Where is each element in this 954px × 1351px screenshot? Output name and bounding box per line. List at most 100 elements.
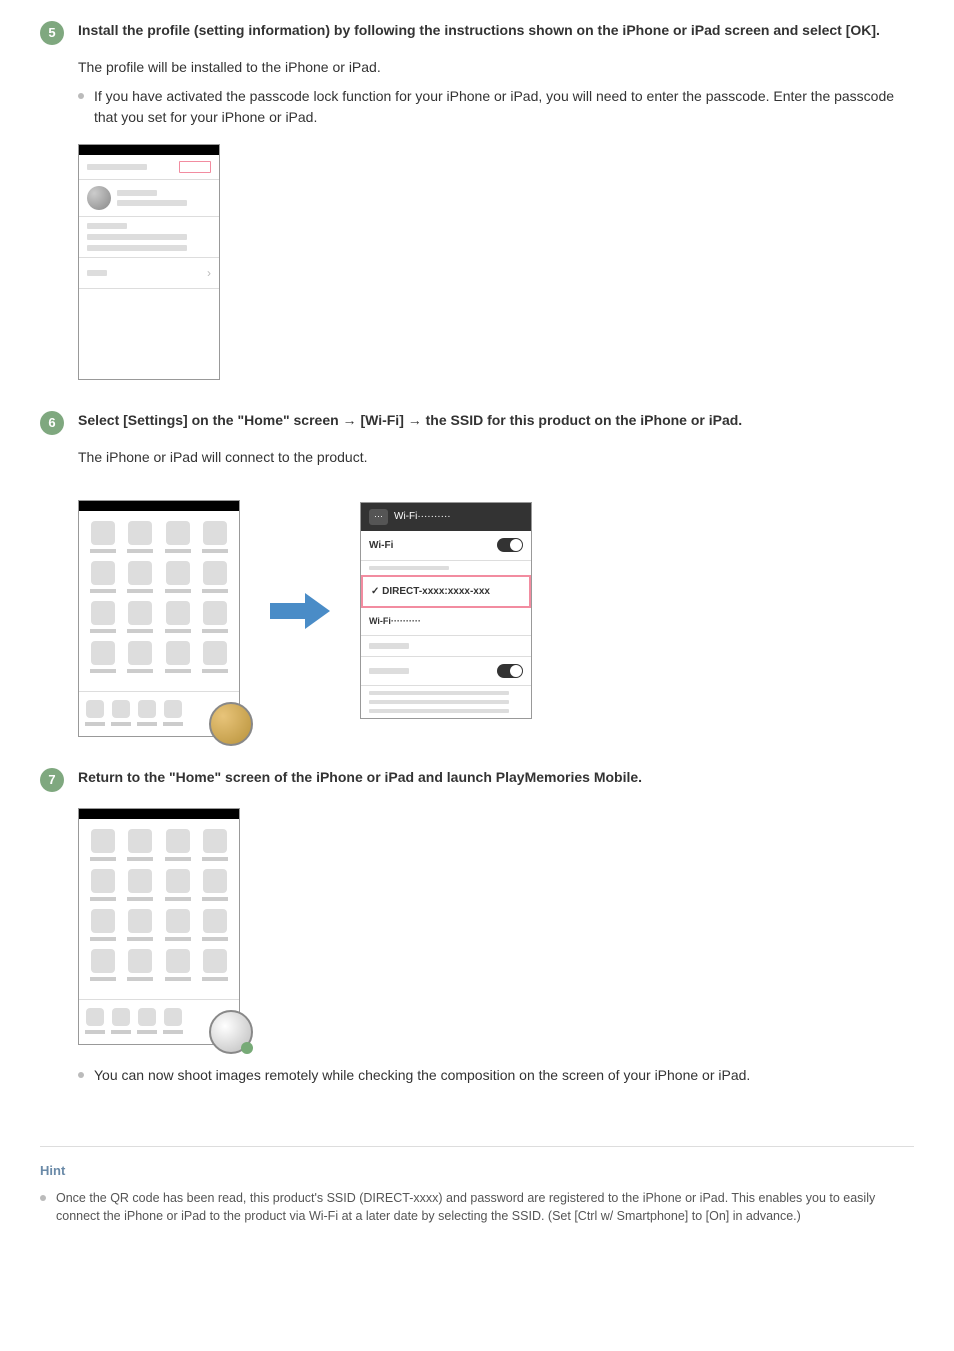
- step-7-bullet: You can now shoot images remotely while …: [78, 1065, 914, 1086]
- app-icon: [87, 949, 119, 981]
- placeholder-text: [87, 164, 147, 170]
- app-icon: [87, 561, 119, 593]
- phone-statusbar: [79, 501, 239, 511]
- mock-row: ›: [79, 258, 219, 289]
- step-5-header: 5 Install the profile (setting informati…: [40, 20, 914, 45]
- hint-title: Hint: [40, 1161, 914, 1181]
- app-icon: [87, 909, 119, 941]
- step-5-bullet-text: If you have activated the passcode lock …: [94, 86, 914, 128]
- profile-install-mockup: ›: [78, 144, 220, 380]
- home-screen-mockup: [78, 808, 240, 1045]
- step-number-badge: 5: [40, 21, 64, 45]
- chevron-right-icon: ›: [207, 264, 211, 282]
- app-grid: [79, 819, 239, 981]
- settings-icon-highlight: [209, 702, 253, 746]
- app-icon: [162, 949, 194, 981]
- app-icon: [200, 521, 232, 553]
- placeholder-text: [87, 270, 107, 276]
- app-icon: [200, 949, 232, 981]
- app-icon: [200, 601, 232, 633]
- app-grid: [79, 511, 239, 673]
- app-icon: [162, 869, 194, 901]
- mock-row: [361, 636, 531, 657]
- step-7-body: You can now shoot images remotely while …: [78, 808, 914, 1086]
- mock-empty: [79, 289, 219, 379]
- app-icon: [162, 909, 194, 941]
- toggle-icon: [497, 538, 523, 552]
- app-icon: [137, 700, 157, 726]
- app-icon: [200, 641, 232, 673]
- app-icon: [125, 909, 157, 941]
- wifi-label: Wi-Fi: [369, 538, 393, 553]
- placeholder-text: [117, 190, 157, 196]
- app-icon: [163, 700, 183, 726]
- app-icon: [125, 869, 157, 901]
- app-icon: [200, 869, 232, 901]
- app-icon: [162, 829, 194, 861]
- wifi-header-text: Wi-Fi··········: [394, 509, 451, 524]
- placeholder-text: [87, 245, 187, 251]
- bullet-dot: [78, 1072, 84, 1078]
- app-icon: [125, 521, 157, 553]
- step-5-bullet: If you have activated the passcode lock …: [78, 86, 914, 128]
- arrow-icon: [270, 591, 330, 631]
- step-7-title: Return to the "Home" screen of the iPhon…: [78, 767, 914, 788]
- app-icon: [87, 601, 119, 633]
- app-icon: [125, 949, 157, 981]
- badge-dot-icon: [241, 1042, 253, 1054]
- app-icon: [85, 700, 105, 726]
- back-icon: ···: [369, 509, 388, 525]
- app-icon: [200, 561, 232, 593]
- phone-statusbar: [79, 809, 239, 819]
- step-7-bullet-text: You can now shoot images remotely while …: [94, 1065, 750, 1086]
- step-6-flow: ··· Wi-Fi·········· Wi-Fi ✓ DIRECT-xxxx:…: [78, 484, 914, 737]
- app-icon: [87, 641, 119, 673]
- step-5-description: The profile will be installed to the iPh…: [78, 57, 914, 78]
- app-icon: [162, 521, 194, 553]
- mock-row: [79, 180, 219, 217]
- app-icon: [87, 521, 119, 553]
- mock-fine: [361, 686, 531, 718]
- ssid-text: ✓ DIRECT-xxxx:xxxx-xxx: [371, 584, 490, 599]
- wifi-header: ··· Wi-Fi··········: [361, 503, 531, 531]
- step-6-header: 6 Select [Settings] on the "Home" screen…: [40, 410, 914, 435]
- ok-button-highlight: [179, 161, 211, 173]
- placeholder-text: [87, 223, 127, 229]
- app-icon: [125, 829, 157, 861]
- hint-section: Hint Once the QR code has been read, thi…: [40, 1146, 914, 1226]
- app-icon: [125, 601, 157, 633]
- wifi-settings-mockup: ··· Wi-Fi·········· Wi-Fi ✓ DIRECT-xxxx:…: [360, 502, 532, 719]
- step-5-body: The profile will be installed to the iPh…: [78, 57, 914, 380]
- app-icon: [200, 829, 232, 861]
- app-icon: [87, 829, 119, 861]
- app-icon: [87, 869, 119, 901]
- toggle-icon: [497, 664, 523, 678]
- app-icon: [111, 1008, 131, 1034]
- hint-bullet: Once the QR code has been read, this pro…: [40, 1189, 914, 1227]
- hint-text: Once the QR code has been read, this pro…: [56, 1189, 914, 1227]
- app-icon: [125, 561, 157, 593]
- app-icon: [125, 641, 157, 673]
- wifi-toggle-row: Wi-Fi: [361, 531, 531, 561]
- mock-row: [79, 217, 219, 258]
- app-icon: [137, 1008, 157, 1034]
- step-number-badge: 7: [40, 768, 64, 792]
- app-icon: [111, 700, 131, 726]
- step-7-header: 7 Return to the "Home" screen of the iPh…: [40, 767, 914, 792]
- wifi-sub-row: Wi-Fi··········: [361, 608, 531, 637]
- app-icon: [200, 909, 232, 941]
- step-6-body: The iPhone or iPad will connect to the p…: [78, 447, 914, 737]
- step-5-title: Install the profile (setting information…: [78, 20, 914, 41]
- profile-icon: [87, 186, 111, 210]
- step-number-badge: 6: [40, 411, 64, 435]
- placeholder-text: [117, 200, 187, 206]
- home-screen-mockup: [78, 500, 240, 737]
- app-icon: [162, 601, 194, 633]
- bullet-dot: [40, 1195, 46, 1201]
- wifi-sub-text: Wi-Fi··········: [369, 615, 421, 629]
- bullet-dot: [78, 93, 84, 99]
- mock-row: [361, 657, 531, 686]
- playmemories-icon-highlight: [209, 1010, 253, 1054]
- mock-row: [79, 155, 219, 180]
- step-6-title: Select [Settings] on the "Home" screen →…: [78, 410, 914, 431]
